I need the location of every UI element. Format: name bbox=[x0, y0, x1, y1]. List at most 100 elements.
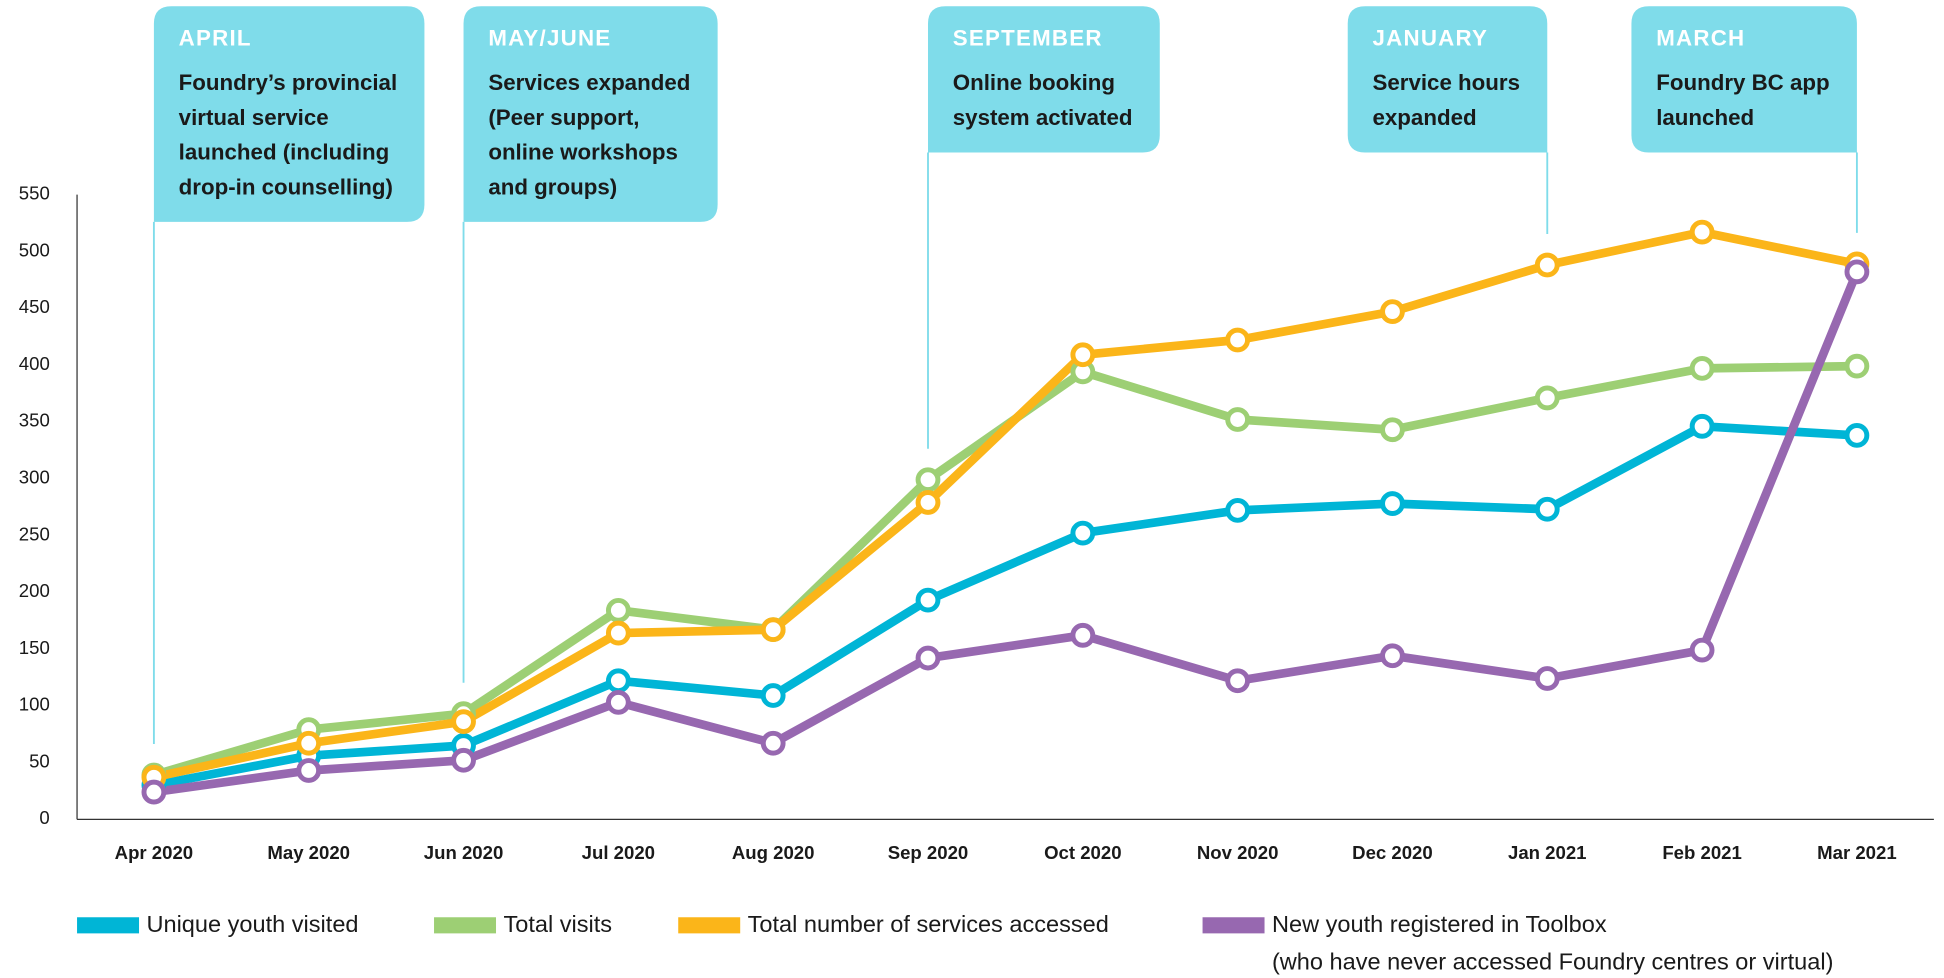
annotation-text: online workshops bbox=[488, 140, 678, 165]
annotation-text: system activated bbox=[953, 105, 1133, 130]
annotation-text: (Peer support, bbox=[488, 105, 639, 130]
legend-swatch bbox=[434, 917, 497, 934]
data-point bbox=[605, 597, 631, 623]
y-tick-label: 550 bbox=[19, 183, 50, 204]
data-point bbox=[451, 747, 476, 773]
y-tick-label: 0 bbox=[39, 807, 49, 828]
x-tick-label: Apr 2020 bbox=[115, 842, 194, 863]
annotation-text: launched bbox=[1656, 105, 1754, 130]
annotation-box bbox=[927, 6, 1160, 153]
data-point bbox=[1844, 259, 1870, 285]
annotation-text: Online booking bbox=[953, 70, 1115, 95]
data-point bbox=[915, 490, 941, 515]
data-point bbox=[1070, 622, 1096, 648]
legend-note: (who have never accessed Foundry centres… bbox=[1272, 948, 1833, 974]
x-tick-label: Feb 2021 bbox=[1662, 842, 1742, 863]
x-tick-label: Aug 2020 bbox=[732, 842, 815, 863]
annotation-box bbox=[153, 6, 425, 222]
legend-swatch bbox=[678, 917, 741, 934]
annotation: MAY/JUNE Services expanded (Peer support, o… bbox=[462, 6, 718, 683]
y-tick-label: 300 bbox=[19, 466, 50, 487]
data-point bbox=[605, 689, 631, 715]
annotation-box bbox=[463, 6, 718, 222]
y-tick-label: 200 bbox=[19, 580, 50, 601]
data-point bbox=[760, 683, 786, 708]
data-point bbox=[141, 779, 167, 805]
x-tick-label: Jan 2021 bbox=[1508, 842, 1587, 863]
data-point bbox=[1689, 637, 1715, 663]
x-tick-label: Jul 2020 bbox=[582, 842, 655, 863]
annotation-text: Foundry’s provincial bbox=[179, 70, 397, 95]
data-point bbox=[760, 617, 786, 643]
series-line bbox=[152, 227, 1858, 782]
data-point bbox=[1844, 423, 1870, 448]
data-point bbox=[1380, 417, 1405, 443]
data-point bbox=[915, 645, 941, 671]
annotation-text: Service hours bbox=[1373, 70, 1520, 95]
y-tick-label: 100 bbox=[19, 694, 50, 715]
x-tick-label: May 2020 bbox=[267, 842, 350, 863]
x-tick-label: Sep 2020 bbox=[888, 842, 969, 863]
x-tick-label: Jun 2020 bbox=[424, 842, 504, 863]
data-point bbox=[605, 668, 631, 694]
y-tick-label: 500 bbox=[19, 239, 50, 260]
annotation: SEPTEMBER Online booking system activated bbox=[927, 6, 1160, 449]
y-tick-label: 450 bbox=[19, 296, 50, 317]
annotation-text: expanded bbox=[1373, 105, 1477, 130]
data-point bbox=[1225, 327, 1251, 353]
annotation-label: SEPTEMBER bbox=[953, 26, 1103, 51]
y-tick-label: 250 bbox=[19, 523, 50, 544]
data-point bbox=[1380, 491, 1405, 516]
annotation-label: JANUARY bbox=[1373, 26, 1489, 51]
legend-label: New youth registered in Toolbox bbox=[1272, 911, 1607, 937]
annotation-label: MARCH bbox=[1656, 26, 1745, 51]
data-point bbox=[1225, 497, 1251, 523]
annotation-label: APRIL bbox=[179, 26, 252, 51]
y-tick-label: 350 bbox=[19, 410, 50, 431]
y-tick-label: 400 bbox=[19, 353, 50, 374]
data-point bbox=[605, 620, 631, 646]
data-point bbox=[1689, 356, 1715, 381]
x-tick-label: Mar 2021 bbox=[1817, 842, 1897, 863]
legend-swatch bbox=[1202, 917, 1265, 934]
data-point bbox=[296, 730, 322, 756]
annotation-text: launched (including bbox=[179, 140, 390, 165]
data-point bbox=[915, 587, 941, 613]
data-point bbox=[1534, 496, 1560, 522]
legend-label: Total visits bbox=[503, 911, 612, 937]
x-tick-label: Nov 2020 bbox=[1197, 842, 1279, 863]
data-point bbox=[1380, 643, 1405, 669]
legend-label: Unique youth visited bbox=[146, 911, 358, 937]
data-point bbox=[1070, 520, 1096, 546]
annotation-box bbox=[1347, 6, 1548, 153]
data-point bbox=[1689, 413, 1715, 439]
data-point bbox=[760, 730, 786, 756]
data-point bbox=[1225, 407, 1251, 432]
data-point bbox=[1380, 299, 1405, 324]
y-tick-label: 50 bbox=[29, 750, 50, 771]
legend-swatch bbox=[77, 917, 140, 934]
annotation-label: MAY/JUNE bbox=[488, 26, 611, 51]
annotation-text: drop-in counselling) bbox=[179, 174, 393, 199]
data-point bbox=[1534, 666, 1560, 691]
data-point bbox=[296, 758, 322, 783]
annotation-text: and groups) bbox=[488, 174, 617, 199]
annotation: APRIL Foundry’s provincial virtual service… bbox=[152, 6, 425, 745]
data-point bbox=[451, 709, 476, 735]
annotation: MARCH Foundry BC app launched bbox=[1631, 6, 1858, 233]
legend-label: Total number of services accessed bbox=[748, 911, 1109, 937]
series-line bbox=[153, 270, 1861, 797]
annotation: JANUARY Service hours expanded bbox=[1347, 6, 1549, 235]
x-tick-label: Oct 2020 bbox=[1044, 842, 1121, 863]
annotation-box bbox=[1631, 6, 1857, 153]
annotation-text: Foundry BC app bbox=[1656, 70, 1829, 95]
data-point bbox=[1689, 219, 1715, 245]
annotation-text: virtual service bbox=[179, 105, 329, 130]
data-point bbox=[915, 467, 941, 493]
data-point bbox=[1070, 342, 1096, 368]
annotation-text: Services expanded bbox=[488, 70, 690, 95]
data-point bbox=[1534, 385, 1560, 411]
series-line bbox=[153, 421, 1858, 790]
